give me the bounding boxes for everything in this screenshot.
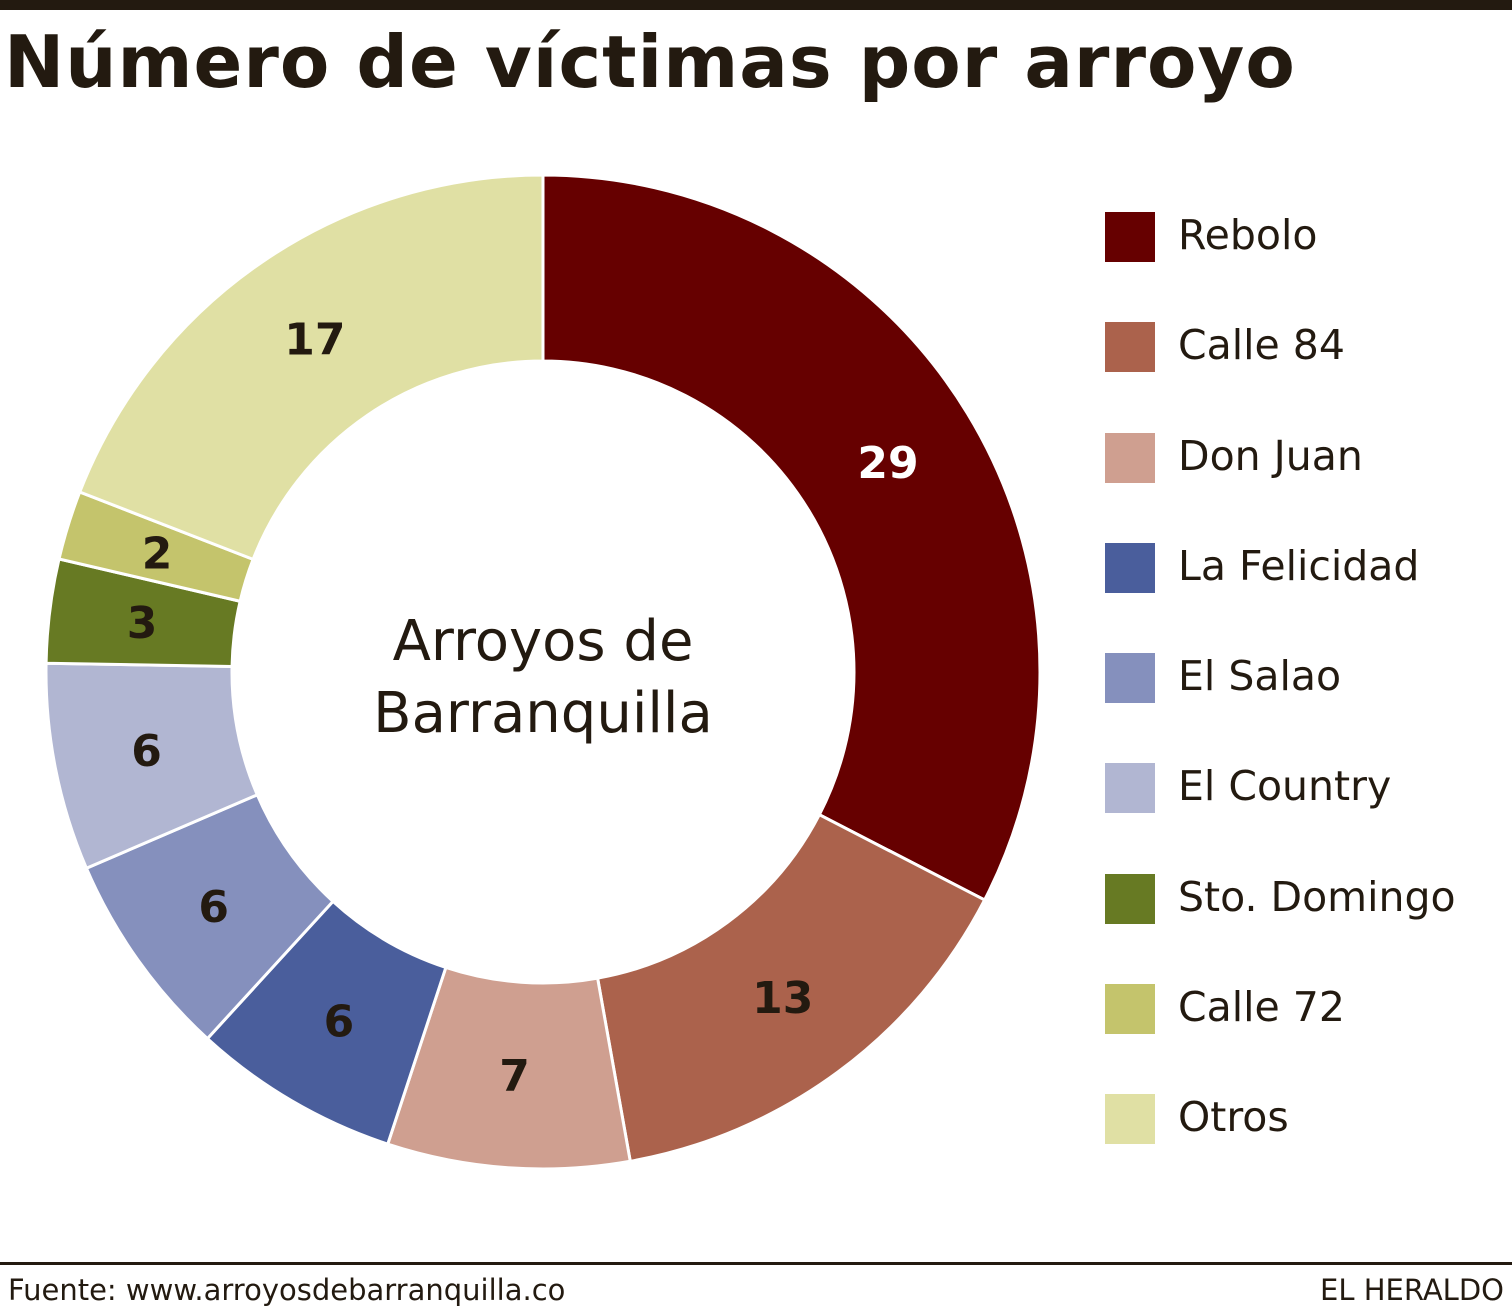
legend-swatch xyxy=(1105,763,1155,814)
publisher-credit: EL HERALDO xyxy=(1320,1273,1504,1307)
slice-value-label-la-felicidad: 6 xyxy=(324,997,355,1048)
donut-slices xyxy=(44,173,1042,1171)
legend-item-el-salao: El Salao xyxy=(1105,652,1505,763)
legend-swatch xyxy=(1105,653,1155,704)
legend-label: Otros xyxy=(1178,1093,1289,1142)
slice-calle-84 xyxy=(595,812,987,1164)
legend-item-el-country: El Country xyxy=(1105,762,1505,873)
chart-legend: Rebolo Calle 84 Don Juan La Felicidad El Sal… xyxy=(1105,211,1505,1205)
legend-label: Don Juan xyxy=(1178,431,1363,480)
legend-item-la-felicidad: La Felicidad xyxy=(1105,542,1505,653)
footer-rule xyxy=(0,1262,1512,1265)
legend-label: El Salao xyxy=(1178,652,1342,701)
chart-title: Número de víctimas por arroyo xyxy=(4,20,1296,104)
legend-swatch xyxy=(1105,873,1155,924)
legend-swatch xyxy=(1105,1094,1155,1145)
legend-item-calle-84: Calle 84 xyxy=(1105,321,1505,432)
slice-rebolo xyxy=(541,173,1042,902)
legend-swatch xyxy=(1105,432,1155,483)
slice-value-label-don-juan: 7 xyxy=(499,1051,530,1102)
slice-value-label-el-country: 6 xyxy=(131,726,162,777)
slice-value-label-sto-domingo: 3 xyxy=(127,598,158,649)
slice-value-label-el-salao: 6 xyxy=(198,882,229,933)
legend-item-don-juan: Don Juan xyxy=(1105,432,1505,543)
legend-item-sto-domingo: Sto. Domingo xyxy=(1105,873,1505,984)
legend-swatch xyxy=(1105,984,1155,1035)
slice-value-label-rebolo: 29 xyxy=(857,438,918,489)
slice-otros xyxy=(77,173,545,562)
legend-swatch xyxy=(1105,322,1155,373)
legend-swatch xyxy=(1105,542,1155,593)
slice-value-label-calle-72: 2 xyxy=(142,529,173,580)
legend-label: La Felicidad xyxy=(1178,541,1420,590)
slice-value-labels: 29 13 7 6 6 6 3 2 17 xyxy=(127,315,919,1102)
slice-value-label-otros: 17 xyxy=(284,315,345,366)
legend-label: El Country xyxy=(1178,762,1392,811)
top-rule xyxy=(0,0,1512,10)
legend-label: Rebolo xyxy=(1178,211,1318,259)
legend-item-otros: Otros xyxy=(1105,1093,1505,1204)
legend-item-rebolo: Rebolo xyxy=(1105,211,1505,322)
legend-swatch xyxy=(1105,212,1155,262)
source-note: Fuente: www.arroyosdebarranquilla.co xyxy=(8,1273,566,1307)
center-label-line-1: Arroyos de xyxy=(393,609,694,674)
legend-label: Calle 84 xyxy=(1178,321,1345,370)
slice-value-label-calle-84: 13 xyxy=(752,973,813,1024)
legend-label: Sto. Domingo xyxy=(1178,872,1456,921)
legend-label: Calle 72 xyxy=(1178,983,1345,1032)
legend-item-calle-72: Calle 72 xyxy=(1105,983,1505,1094)
center-label-line-2: Barranquilla xyxy=(373,681,713,746)
